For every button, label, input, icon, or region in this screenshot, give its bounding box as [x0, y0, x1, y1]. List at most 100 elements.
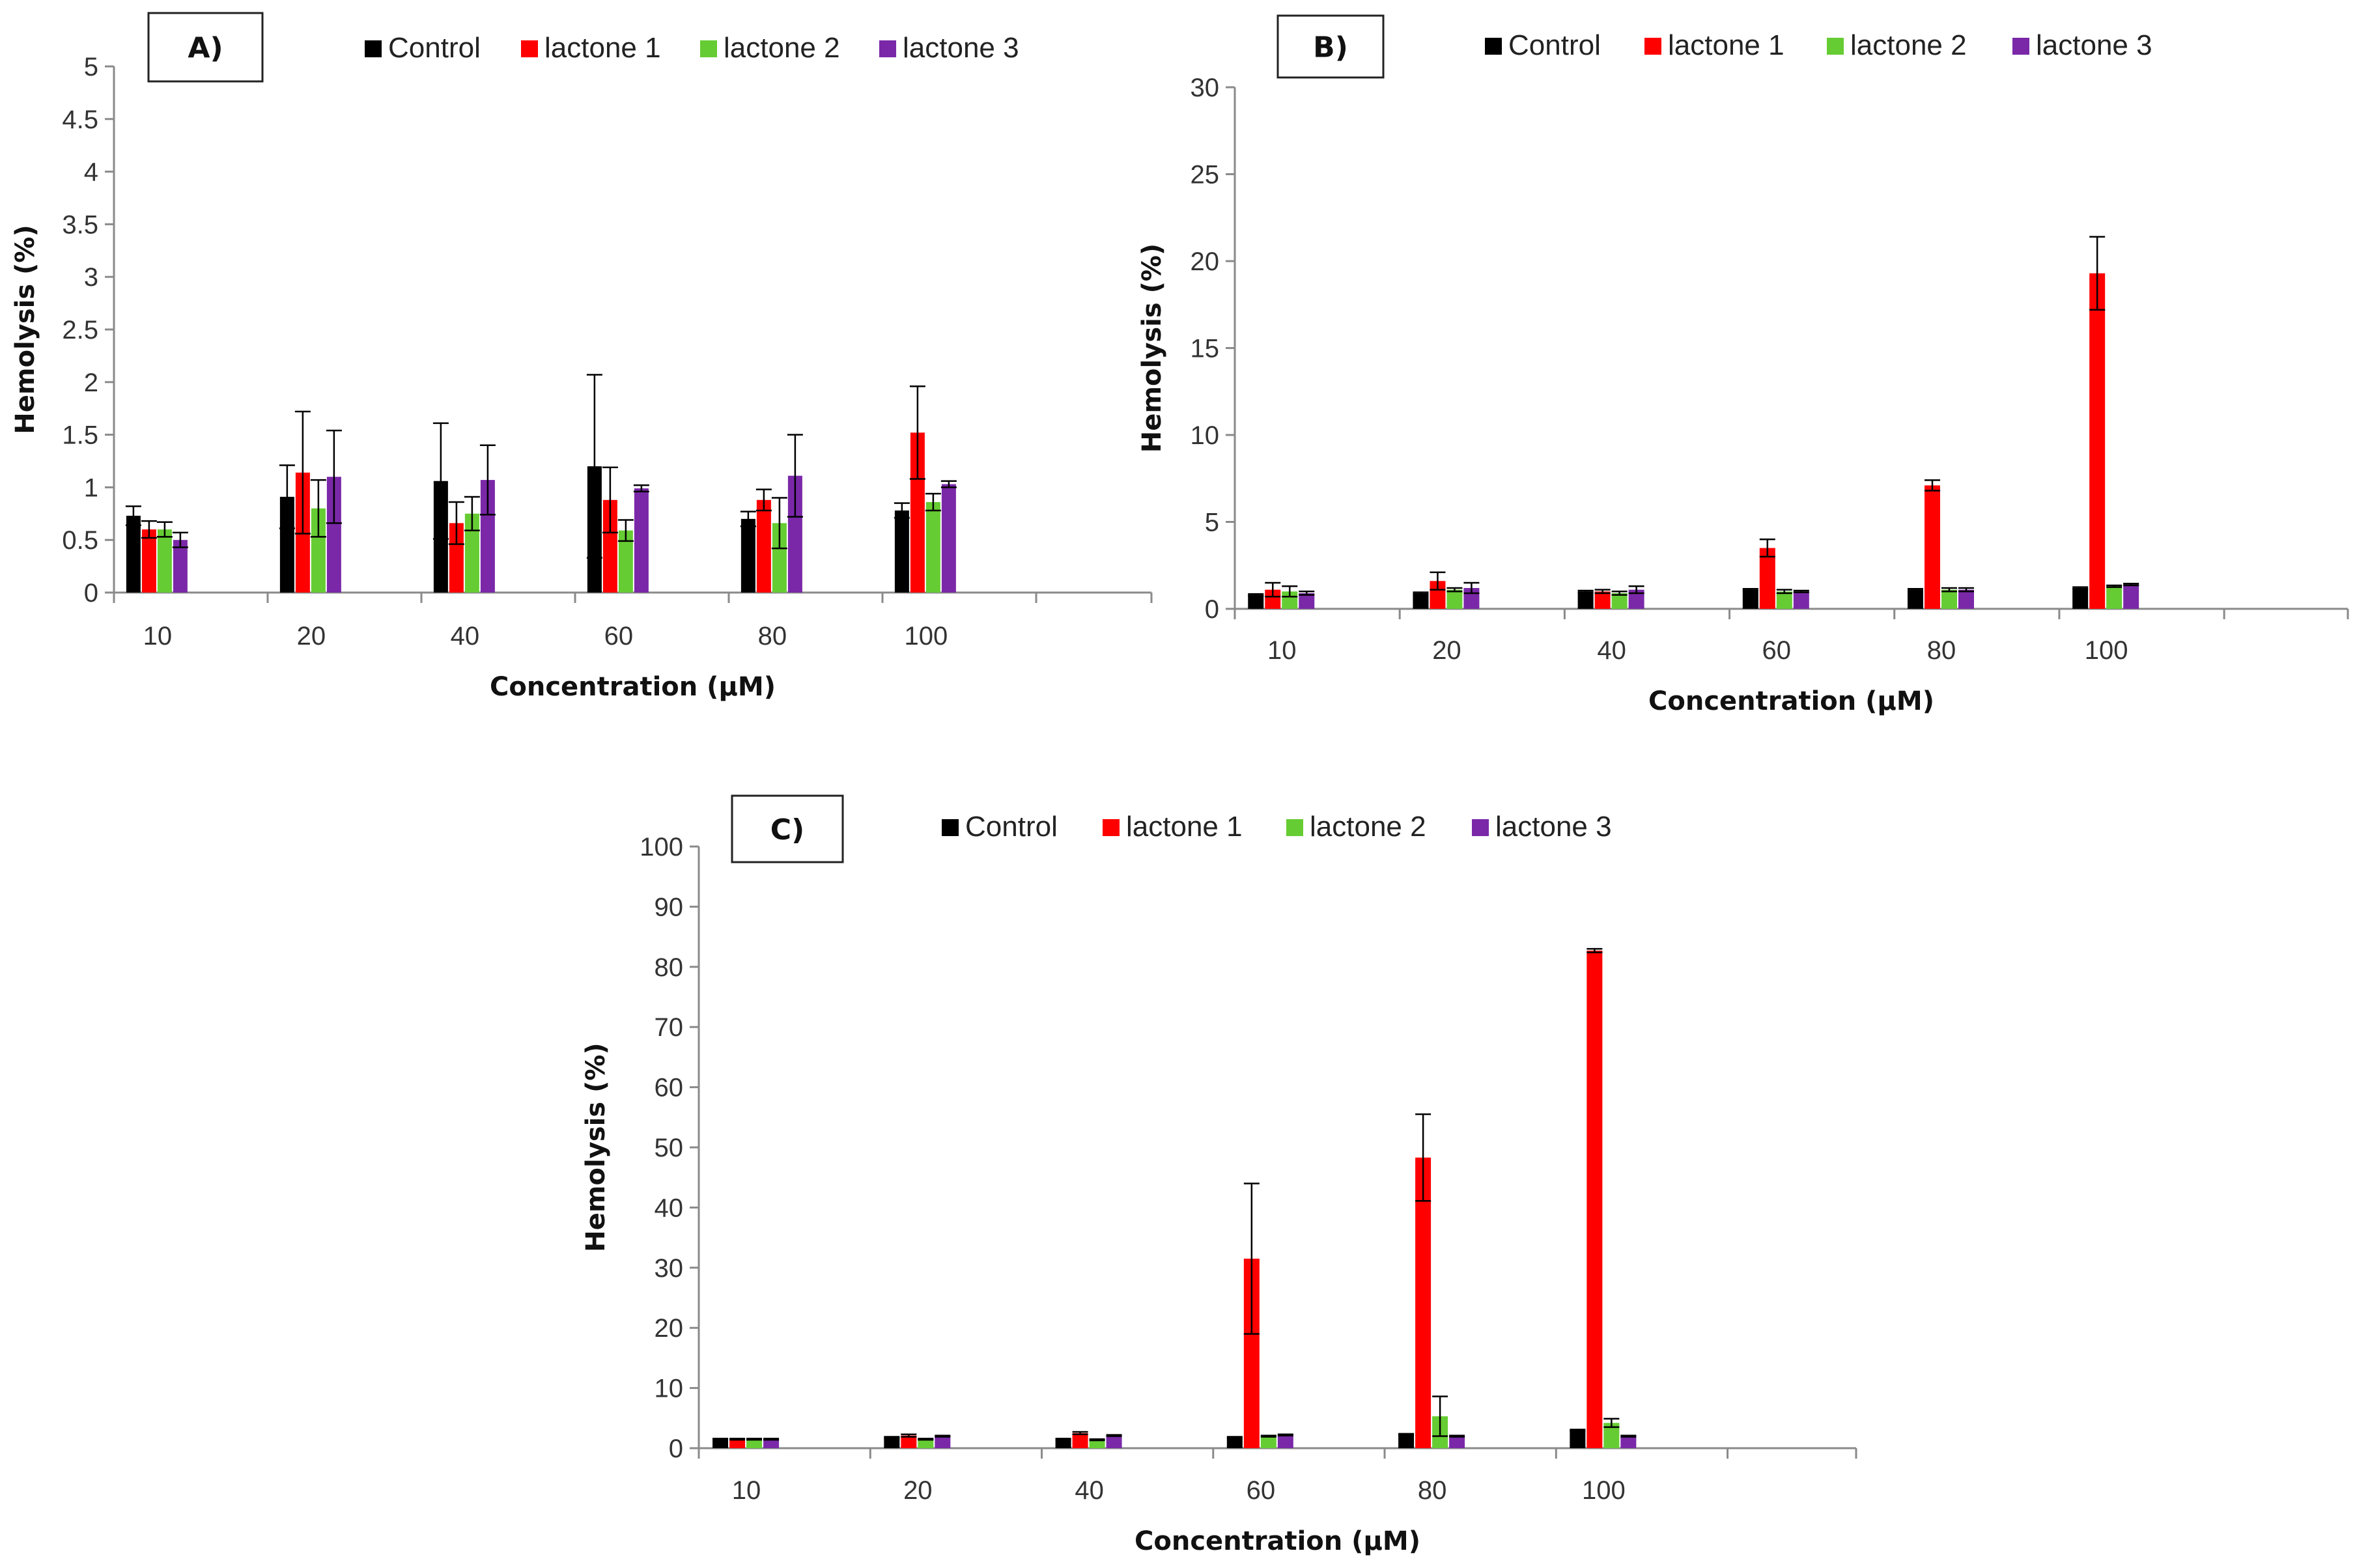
y-tick-label: 0	[1205, 595, 1219, 624]
y-tick-label: 90	[655, 893, 684, 921]
y-tick-label: 1.5	[62, 421, 98, 450]
legend-swatch	[879, 40, 896, 57]
legend-label: lactone 1	[544, 32, 661, 64]
bar-lactone-1	[1586, 950, 1603, 1448]
bar-lactone-3	[1620, 1436, 1637, 1448]
y-tick-label: 15	[1191, 335, 1220, 363]
legend-swatch	[1472, 819, 1489, 836]
bar-control	[1742, 589, 1758, 609]
y-tick-label: 40	[655, 1194, 684, 1222]
y-tick-label: 1	[84, 473, 98, 502]
bar-lactone-3	[1299, 593, 1315, 609]
legend-swatch	[1103, 819, 1120, 836]
legend-swatch	[1485, 38, 1502, 55]
bar-control	[1577, 591, 1594, 609]
bar-control	[1248, 595, 1264, 609]
bar-lactone-3	[1793, 591, 1809, 609]
x-tick-label: 40	[451, 622, 480, 651]
panel-label-box	[1276, 14, 1385, 79]
bar-lactone-3	[1449, 1436, 1465, 1448]
bar-lactone-2	[925, 502, 940, 593]
x-tick-label: 40	[1597, 636, 1626, 665]
bar-lactone-1	[2089, 273, 2106, 609]
x-tick-label: 10	[732, 1476, 761, 1505]
bar-control	[1907, 589, 1923, 609]
bar-lactone-2	[2106, 586, 2122, 609]
bar-control	[1226, 1437, 1243, 1448]
bar-lactone-2	[157, 529, 172, 593]
y-tick-label: 5	[84, 53, 98, 81]
y-tick-label: 20	[655, 1314, 684, 1343]
bar-lactone-2	[1260, 1436, 1276, 1448]
x-tick-label: 20	[1432, 636, 1461, 665]
bar-control	[126, 516, 141, 593]
legend-label: lactone 1	[1126, 811, 1243, 843]
bar-control	[2072, 587, 2089, 609]
bar-lactone-2	[1446, 589, 1463, 609]
bar-lactone-1	[1415, 1157, 1431, 1448]
y-tick-label: 80	[655, 953, 684, 982]
bar-lactone-1	[901, 1435, 917, 1448]
y-tick-label: 20	[1191, 247, 1220, 276]
bar-control	[1413, 593, 1429, 609]
bar-lactone-1	[602, 499, 617, 593]
legend-swatch	[1644, 38, 1661, 55]
bar-lactone-3	[1277, 1435, 1293, 1448]
x-tick-label: 60	[1762, 636, 1792, 665]
panel-label: A)	[188, 32, 223, 65]
y-tick-label: 30	[655, 1254, 684, 1283]
legend-label: Control	[965, 811, 1058, 843]
legend-label: lactone 2	[1310, 811, 1426, 843]
x-tick-label: 80	[758, 622, 787, 651]
bar-control	[1398, 1434, 1415, 1448]
bar-lactone-2	[918, 1439, 934, 1448]
y-tick-label: 0	[84, 579, 98, 608]
legend-label: lactone 2	[724, 32, 840, 64]
bar-control	[884, 1437, 900, 1448]
legend-swatch	[1286, 819, 1303, 836]
y-axis-title: Hemolysis (%)	[10, 225, 40, 434]
x-tick-label: 100	[2085, 636, 2128, 665]
x-tick-label: 20	[297, 622, 326, 651]
x-tick-label: 10	[143, 622, 173, 651]
x-tick-label: 80	[1418, 1476, 1447, 1505]
bar-lactone-1	[141, 529, 156, 593]
legend-swatch	[700, 40, 717, 57]
x-tick-label: 60	[1247, 1476, 1276, 1505]
x-axis-title: Concentration (µM)	[490, 672, 776, 702]
x-tick-label: 60	[604, 622, 634, 651]
y-tick-label: 30	[1191, 74, 1220, 102]
bar-control	[279, 496, 294, 593]
bar-lactone-3	[763, 1439, 780, 1448]
y-tick-label: 4	[84, 158, 98, 187]
y-tick-label: 50	[655, 1134, 684, 1162]
chart-panel-1: 0 5 10 15 20 25 30 10 20 40 60 80 100 Concentration (…	[1137, 14, 2349, 716]
panel-label-box	[731, 794, 844, 863]
legend-label: lactone 2	[1850, 29, 1967, 61]
bar-lactone-1	[449, 523, 464, 593]
legend-label: lactone 1	[1668, 29, 1784, 61]
y-tick-label: 2.5	[62, 316, 98, 344]
y-tick-label: 25	[1191, 161, 1220, 189]
y-tick-label: 70	[655, 1013, 684, 1042]
panel-label: C)	[770, 813, 804, 847]
y-tick-label: 3	[84, 263, 98, 292]
y-tick-label: 100	[640, 833, 683, 861]
x-tick-label: 80	[1927, 636, 1956, 665]
legend-label: lactone 3	[903, 32, 1019, 64]
bar-lactone-3	[173, 540, 188, 593]
bar-lactone-1	[1759, 548, 1775, 609]
chart-panel-0: 0 0.5 1 1.5 2 2.5 3 3.5 4 4.5 5 10 20 40 60 80 100 Concen…	[10, 12, 1153, 702]
bar-control	[1055, 1439, 1071, 1448]
legend-label: Control	[1508, 29, 1601, 61]
legend-label: Control	[388, 32, 481, 64]
bar-lactone-1	[1594, 591, 1611, 609]
x-tick-label: 40	[1075, 1476, 1104, 1505]
legend-label: lactone 3	[2036, 29, 2152, 61]
bar-lactone-2	[1611, 593, 1628, 609]
x-tick-label: 10	[1267, 636, 1297, 665]
x-tick-label: 100	[1582, 1476, 1626, 1505]
x-axis-title: Concentration (µM)	[1135, 1526, 1420, 1556]
bar-control	[712, 1439, 729, 1448]
y-tick-label: 0	[669, 1435, 683, 1463]
